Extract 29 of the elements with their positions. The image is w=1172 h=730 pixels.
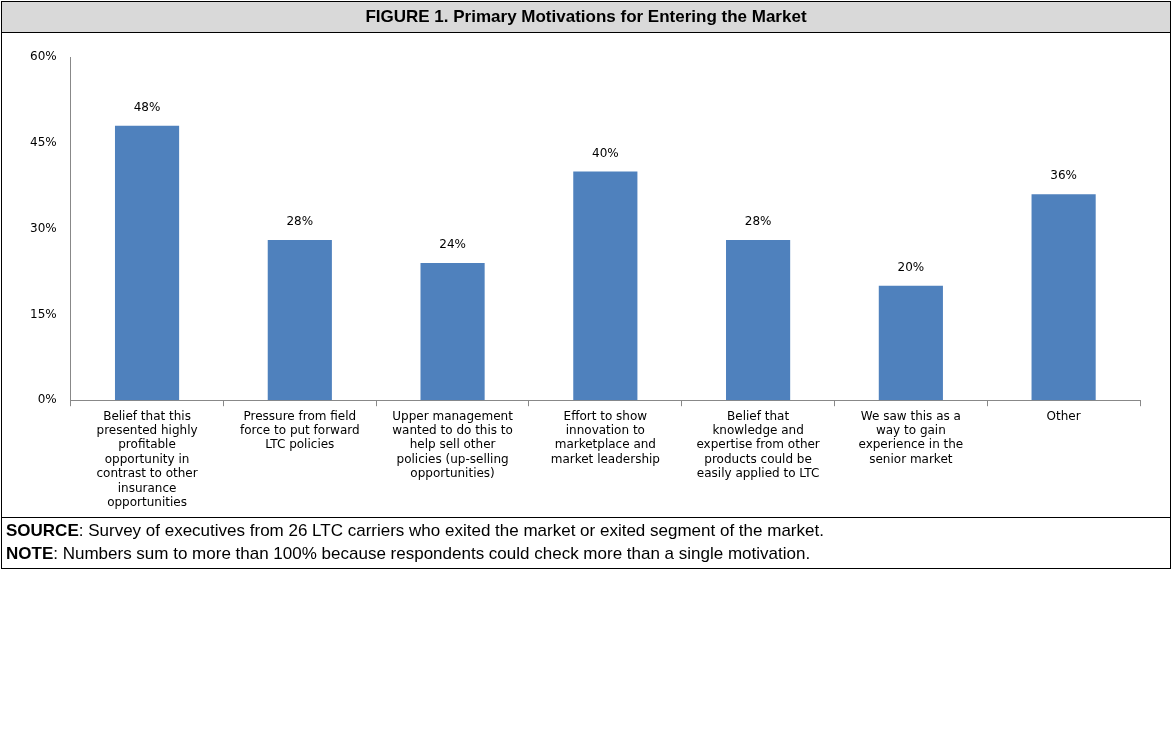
y-tick-label: 60% — [30, 49, 57, 64]
y-tick-label: 45% — [30, 134, 57, 149]
y-tick-label: 15% — [30, 306, 57, 321]
bar — [114, 125, 180, 401]
bar — [878, 285, 943, 401]
x-tick-label: Upper management wanted to do this to help sell other policies (up-selling opportunities) — [392, 408, 514, 481]
data-label: 28% — [744, 214, 772, 229]
data-label: 28% — [286, 214, 314, 229]
text: NOTE: Numbers sum to more than 100% because respondents could check more than a single motivation. — [6, 543, 812, 564]
x-tick-label: Effort to show innovation to marketplace and market leadership — [550, 408, 660, 466]
bar — [726, 240, 791, 401]
data-label: 24% — [439, 237, 466, 252]
data-label: 20% — [897, 259, 925, 274]
chart-title: FIGURE 1. Primary Motivations for Entering the Market — [2, 2, 1170, 33]
y-tick-label: 0% — [37, 392, 57, 407]
bar — [420, 262, 485, 401]
x-tick-label: Belief that this presented highly profitable opportunity in contrast to other insurance opportunities — [96, 408, 198, 509]
x-tick-label: We saw this as a way to gain experience in the senior market — [858, 408, 964, 466]
data-label: 36% — [1050, 168, 1077, 183]
x-tick-label: Pressure from field force to put forward LTC policies — [239, 408, 360, 452]
x-tick-label: Belief that knowledge and expertise from other products could be easily applied to LTC — [696, 408, 820, 481]
source-note: SOURCE: Survey of executives from 26 LTC carriers who exited the market or exited segment of the market. — [6, 520, 825, 541]
x-tick-label: Other — [1046, 408, 1081, 423]
y-tick-label: 30% — [30, 220, 57, 235]
bar — [1031, 194, 1096, 401]
data-label: 48% — [133, 99, 161, 114]
data-label: 40% — [592, 145, 619, 160]
bar — [573, 171, 638, 401]
bar — [267, 240, 332, 401]
